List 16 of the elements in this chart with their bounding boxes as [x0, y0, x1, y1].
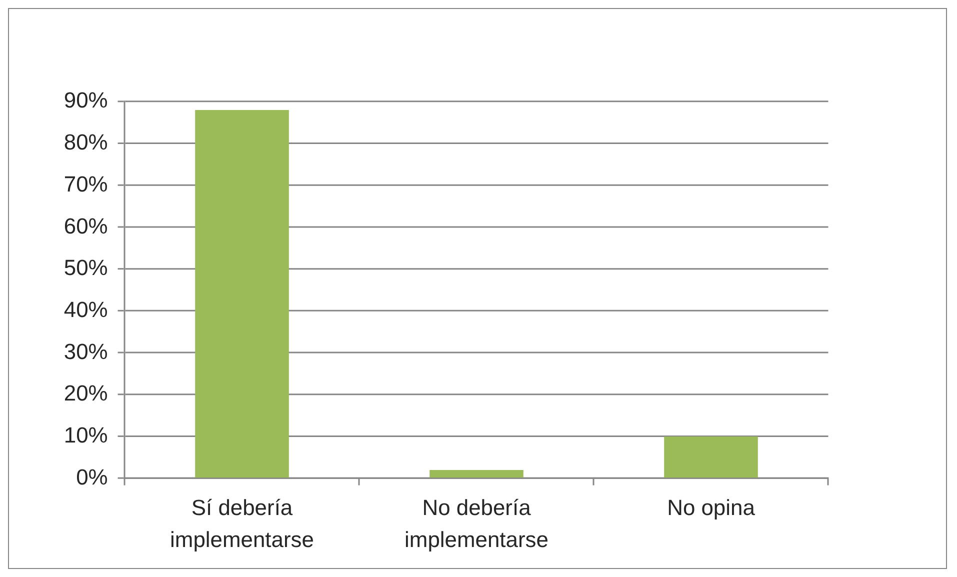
y-tick-label: 90% — [64, 88, 108, 113]
y-tick-label: 80% — [64, 130, 108, 155]
bar — [664, 436, 758, 478]
y-tick-label: 20% — [64, 380, 108, 406]
x-tick-label: No opina — [667, 495, 756, 520]
y-tick-label: 70% — [64, 171, 108, 196]
y-tick-label: 50% — [64, 255, 108, 280]
y-tick-label: 40% — [64, 296, 108, 322]
y-tick-label: 0% — [76, 464, 108, 490]
bar — [430, 470, 524, 478]
y-tick-label: 30% — [64, 338, 108, 364]
x-tick-label: No debería implementarse — [404, 495, 548, 552]
y-tick-label: 10% — [64, 422, 108, 448]
x-tick-label: Sí debería implementarse — [170, 495, 314, 552]
bar — [195, 110, 289, 478]
y-tick-label: 60% — [64, 213, 108, 238]
